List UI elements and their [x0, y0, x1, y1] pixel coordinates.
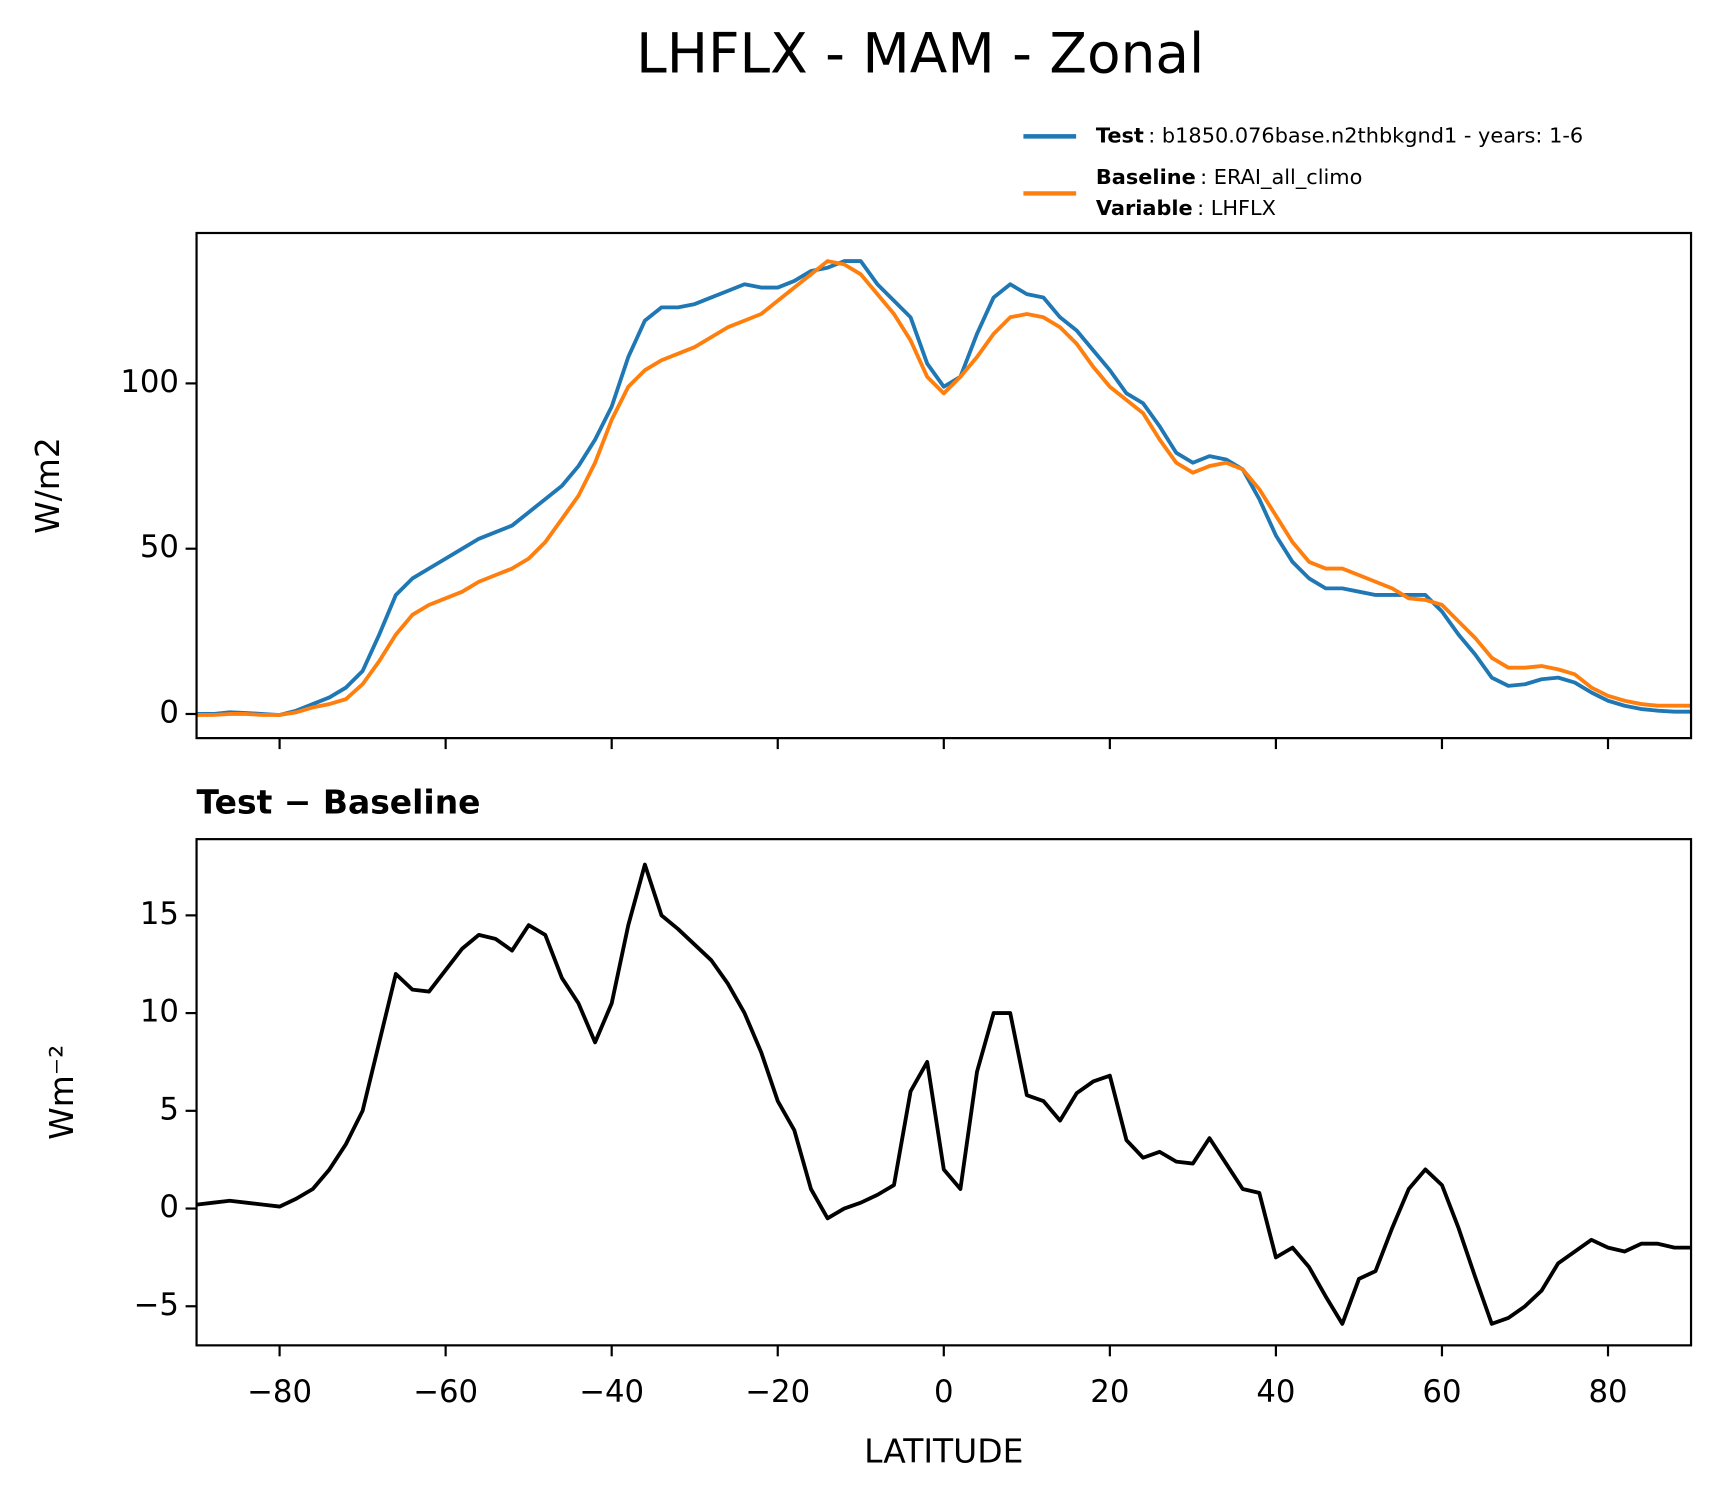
legend-name: Test: [1096, 123, 1144, 147]
legend-label: Test: b1850.076base.n2thbkgnd1 - years: …: [1096, 123, 1583, 147]
x-tick-label: −80: [247, 1374, 312, 1410]
y-tick-label: −5: [134, 1287, 179, 1323]
legend-label: Variable: LHFLX: [1096, 196, 1276, 220]
x-axis-label: LATITUDE: [864, 1431, 1023, 1470]
y-tick-label: 0: [159, 1189, 179, 1225]
y-tick-label: 0: [159, 694, 179, 730]
data-line: [196, 259, 1692, 717]
legend-label: Baseline: ERAI_all_climo: [1096, 165, 1363, 190]
axes-frame: [195, 838, 1693, 1347]
x-tick-label: 60: [1422, 1374, 1461, 1410]
x-tick-label: 80: [1588, 1374, 1627, 1410]
legend-detail: : ERAI_all_climo: [1200, 165, 1362, 190]
y-tick-label: 5: [159, 1091, 179, 1127]
x-tick-label: 20: [1090, 1374, 1129, 1410]
legend-detail: : b1850.076base.n2thbkgnd1 - years: 1-6: [1148, 123, 1583, 147]
x-tick-label: −60: [413, 1374, 478, 1410]
y-axis-label: Wm⁻²: [42, 1045, 81, 1140]
y-tick-label: 100: [120, 364, 179, 400]
subplot-title: Test − Baseline: [197, 783, 481, 822]
x-tick-label: 0: [934, 1374, 954, 1410]
axes-frame: [195, 231, 1693, 740]
legend-name: Baseline: [1096, 165, 1196, 189]
x-tick-label: −40: [579, 1374, 644, 1410]
x-tick-label: −20: [745, 1374, 810, 1410]
data-line: [196, 259, 1692, 717]
y-tick-label: 15: [140, 896, 179, 932]
y-axis-label: W/m2: [28, 437, 67, 534]
figure-title: LHFLX - MAM - Zonal: [636, 21, 1204, 85]
data-line: [196, 862, 1692, 1326]
x-tick-label: 40: [1256, 1374, 1295, 1410]
y-tick-label: 10: [140, 994, 179, 1030]
legend-name: Variable: [1096, 196, 1193, 220]
legend-detail: : LHFLX: [1197, 196, 1276, 220]
y-tick-label: 50: [140, 529, 179, 565]
